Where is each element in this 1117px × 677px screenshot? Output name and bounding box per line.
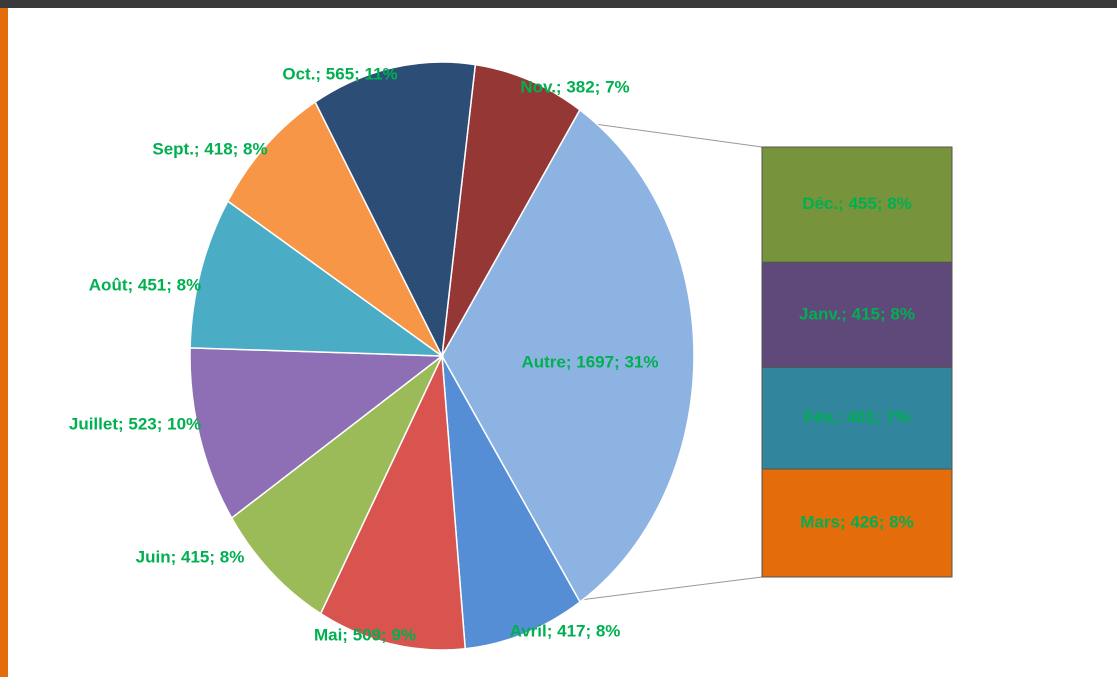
pie-slice	[226, 100, 443, 357]
data-label: Avril; 417; 8%	[510, 621, 621, 640]
data-label: Juin; 415; 8%	[136, 547, 245, 566]
data-label: Mars; 426; 8%	[800, 513, 913, 532]
data-label: Août; 451; 8%	[89, 275, 201, 294]
data-label: Fév.; 401; 7%	[804, 408, 910, 427]
bar-segment	[761, 468, 953, 578]
data-label: Sept.; 418; 8%	[152, 139, 267, 158]
pie-slice	[189, 200, 445, 357]
data-label: Janv.; 415; 8%	[799, 304, 915, 323]
connector	[579, 576, 763, 601]
bar-segment	[761, 366, 953, 470]
data-label: Déc.; 455; 8%	[802, 194, 912, 213]
data-label: Oct.; 565; 11%	[282, 64, 397, 83]
data-label: Nov.; 382; 7%	[520, 77, 629, 96]
bar-segment	[761, 261, 953, 368]
pie-slice	[319, 353, 467, 651]
bar-segment	[761, 146, 953, 263]
data-label: Autre; 1697; 31%	[521, 352, 658, 371]
pie-slice	[441, 63, 581, 357]
pie-slice	[189, 347, 445, 520]
connector	[579, 121, 763, 148]
top-bar	[0, 0, 1117, 8]
data-label: Juillet; 523; 10%	[69, 414, 201, 433]
side-stripe	[0, 8, 8, 677]
pie-slice	[314, 61, 477, 359]
data-label: Mai; 509; 9%	[314, 625, 416, 644]
pie-slice	[230, 355, 443, 615]
pie-slice	[441, 108, 695, 604]
pie-slice	[441, 355, 581, 650]
